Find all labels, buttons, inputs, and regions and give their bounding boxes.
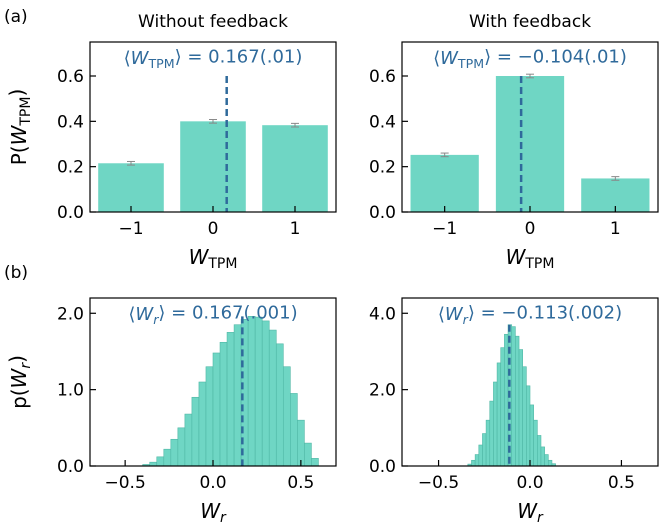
y-tick-label: 0.6: [57, 67, 84, 87]
histogram-bin: [526, 386, 530, 466]
x-axis-label: WTPM​: [506, 245, 555, 272]
histogram-bin: [512, 327, 516, 466]
histogram-bin: [185, 414, 192, 466]
mean-annotation: ⟨Wr​⟩ = −0.113(.002): [438, 302, 622, 326]
histogram-bin: [490, 401, 494, 466]
histogram-bin: [297, 420, 304, 466]
x-tick-label: 0.5: [608, 473, 635, 493]
y-tick-label: 2.0: [57, 304, 84, 324]
x-axis-label: WTPM​: [189, 245, 238, 272]
x-tick-label: −1: [118, 219, 143, 239]
panel-tag-a: (a): [4, 7, 28, 27]
bar: [262, 125, 328, 212]
chart-without-feedback: 0.0 0.2 0.4 0.6 −1 0 1 ⟨WTPM​⟩ = 0.167(.01) WTPM…: [5, 12, 336, 272]
histogram-bin: [311, 458, 318, 466]
mean-annotation: ⟨Wr​⟩ = 0.167(.001): [128, 302, 297, 326]
histogram-bin: [199, 382, 206, 466]
x-axis-label: Wr​: [517, 499, 544, 526]
x-tick-label: 0: [208, 219, 219, 239]
histogram-bin: [178, 428, 185, 466]
y-tick-label: 0.2: [57, 158, 84, 178]
chart-wr-without-feedback: 0.0 1.0 2.0 −0.5 0.0 0.5 ⟨Wr​⟩ = 0.167(.001) Wr…: [5, 298, 336, 526]
x-tick-label: 1: [290, 219, 301, 239]
chart-title: Without feedback: [138, 12, 288, 32]
panel-tag-b: (b): [4, 263, 28, 283]
y-axis-label: p(Wr​): [5, 355, 34, 409]
histogram-bin: [157, 457, 164, 466]
histogram-bin: [262, 321, 269, 466]
y-tick-label: 0.4: [369, 112, 396, 132]
histogram-bin: [497, 363, 501, 466]
histogram-bin: [482, 434, 486, 466]
y-tick-label: 0.0: [369, 203, 396, 223]
x-tick-label: −0.5: [418, 473, 459, 493]
histogram-bin: [471, 460, 475, 466]
bar: [411, 155, 479, 212]
bar: [496, 76, 564, 212]
y-tick-label: 1.0: [57, 381, 84, 401]
mean-annotation: ⟨WTPM​⟩ = 0.167(.01): [124, 46, 303, 70]
histogram-bin: [475, 455, 479, 466]
x-tick-label: 0.0: [516, 473, 543, 493]
histogram-bin: [548, 460, 552, 466]
histogram-bin: [523, 367, 527, 466]
x-axis-label: Wr​: [200, 499, 227, 526]
chart-title: With feedback: [469, 12, 591, 32]
y-tick-label: 0.0: [369, 457, 396, 477]
y-tick-label: 0.2: [369, 158, 396, 178]
y-tick-label: 0.4: [57, 112, 84, 132]
x-tick-label: −0.5: [105, 473, 146, 493]
histogram-bin: [171, 439, 178, 466]
histogram-bin: [541, 447, 545, 466]
bar: [98, 163, 164, 212]
x-tick-label: 0.5: [287, 473, 314, 493]
histogram-bin: [227, 332, 234, 466]
histogram-bin: [519, 350, 523, 466]
histogram-bin: [234, 325, 241, 466]
histogram-bin: [493, 382, 497, 466]
histogram-bin: [501, 348, 505, 466]
y-tick-label: 0.6: [369, 67, 396, 87]
histogram-bin: [534, 420, 538, 466]
histogram-bin: [220, 342, 227, 466]
bar: [180, 121, 246, 212]
y-tick-label: 0.0: [57, 457, 84, 477]
x-tick-label: −1: [432, 219, 457, 239]
histogram-bin: [486, 420, 490, 466]
x-tick-label: 0.0: [199, 473, 226, 493]
y-axis-label: P(WTPM​): [5, 89, 34, 166]
histogram-bin: [515, 336, 519, 466]
histogram-bin: [545, 455, 549, 466]
y-tick-label: 2.0: [369, 381, 396, 401]
mean-annotation: ⟨WTPM​⟩ = −0.104(.01): [433, 46, 627, 70]
histogram-bin: [283, 367, 290, 466]
x-tick-label: 1: [610, 219, 621, 239]
histogram-bin: [206, 367, 213, 466]
histogram-bin: [276, 344, 283, 466]
y-tick-label: 0.0: [57, 203, 84, 223]
histogram-bin: [213, 353, 220, 466]
histogram-bin: [255, 317, 262, 466]
histogram-bin: [537, 435, 541, 466]
chart-with-feedback: 0.0 0.2 0.4 0.6 −1 0 1 ⟨WTPM​⟩ = −0.104(.01) WTP…: [369, 12, 658, 272]
y-tick-label: 4.0: [369, 304, 396, 324]
histogram-bin: [248, 316, 255, 466]
chart-wr-with-feedback: 0.0 2.0 4.0 −0.5 0.0 0.5 ⟨Wr​⟩ = −0.113(.002) W…: [369, 298, 658, 526]
histogram-bin: [530, 405, 534, 466]
histogram-bin: [164, 449, 171, 466]
histogram-bin: [304, 443, 311, 466]
histogram-bin: [269, 330, 276, 466]
histogram-bin: [504, 334, 508, 466]
histogram-bin: [479, 445, 483, 466]
histogram-bin: [192, 397, 199, 466]
x-tick-label: 0: [525, 219, 536, 239]
histogram-bin: [290, 393, 297, 466]
